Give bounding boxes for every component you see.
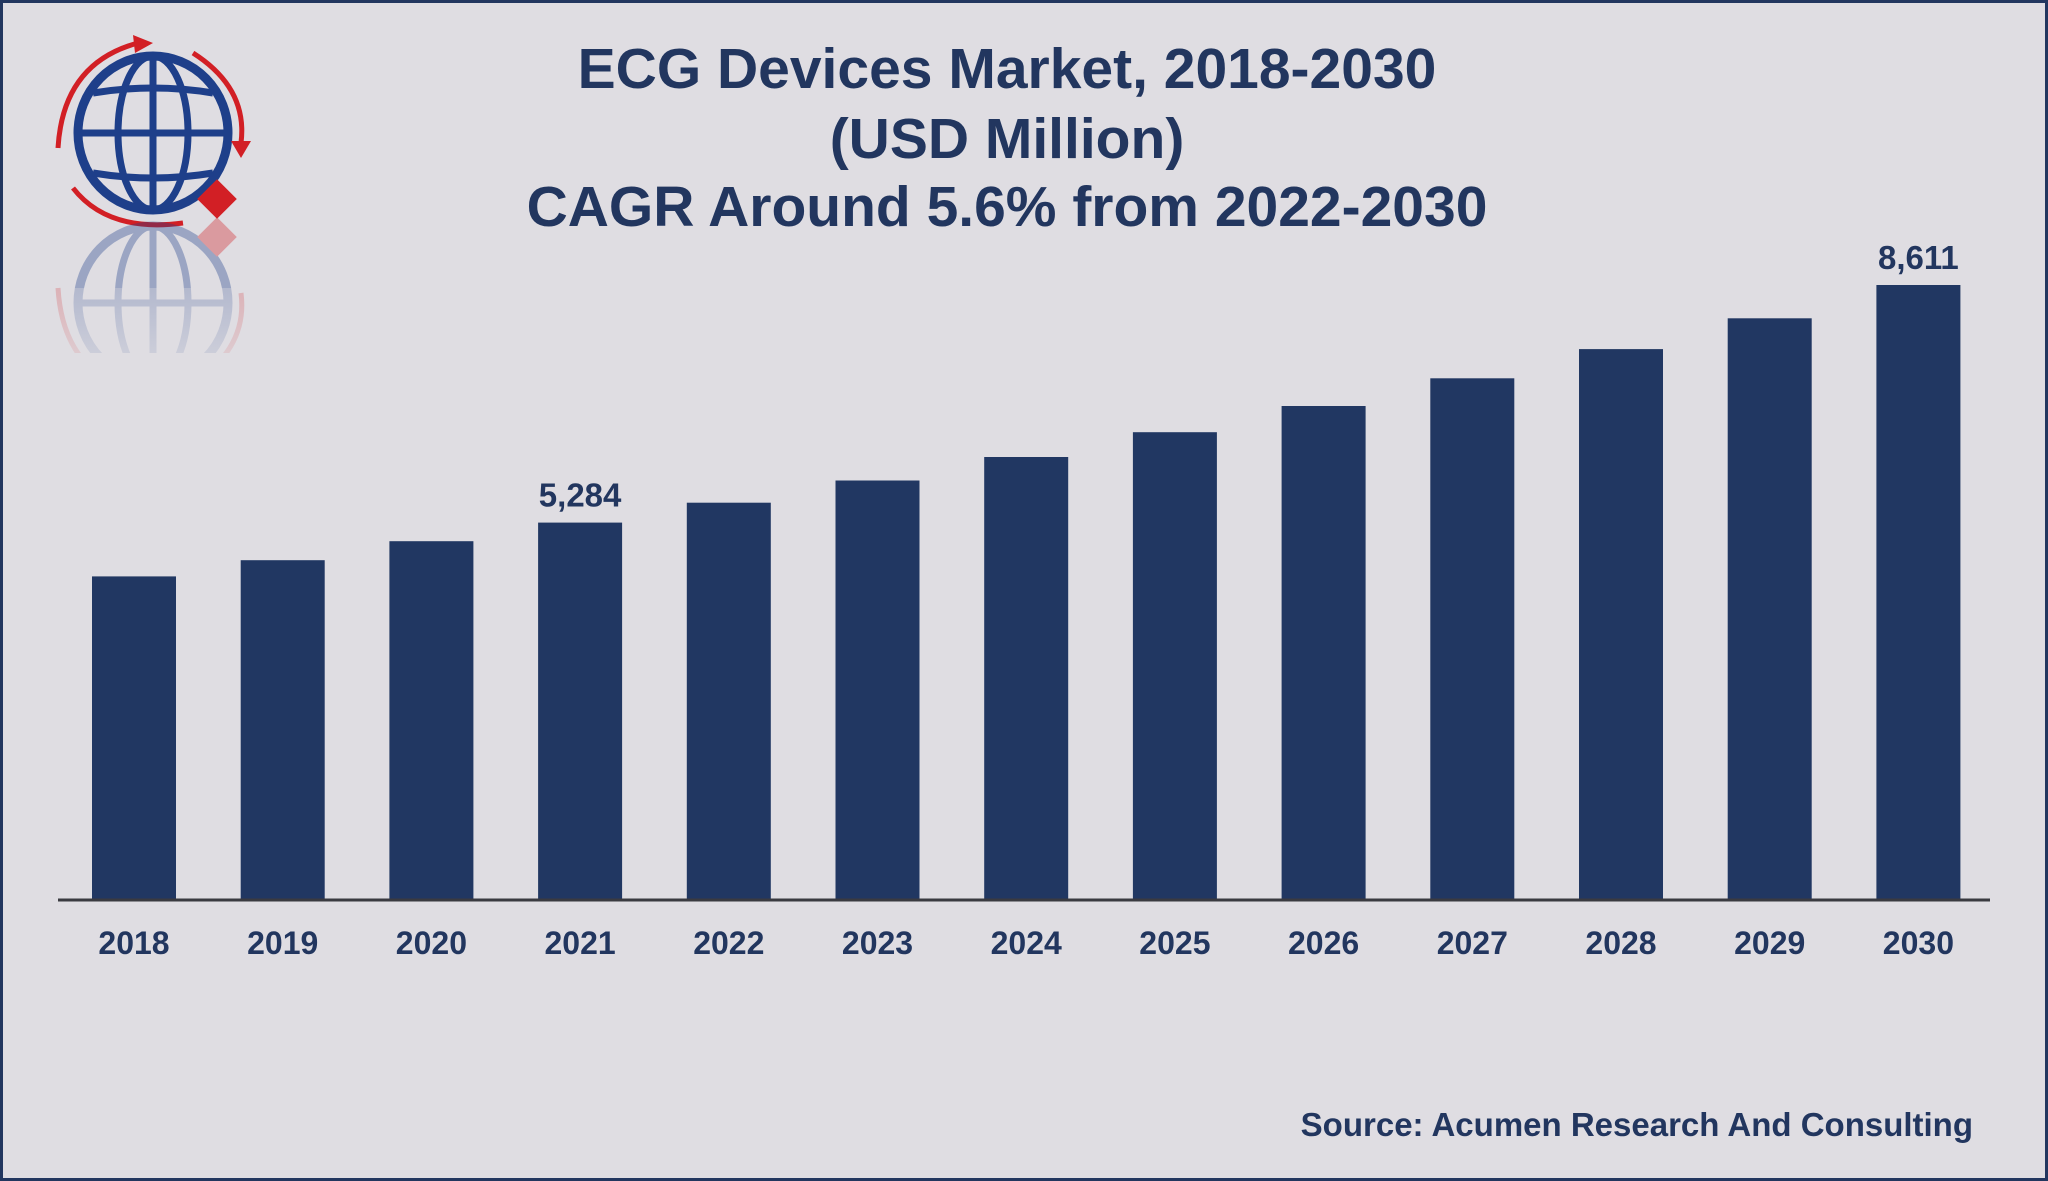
bar-2022 (686, 502, 771, 900)
bar-2018 (92, 576, 176, 900)
chart-title-line-2: (USD Million) (829, 107, 1185, 171)
x-tick-label-2020: 2020 (396, 925, 467, 961)
bar-2020 (389, 541, 474, 900)
bar-2028 (1579, 349, 1663, 901)
bar-2021 (538, 522, 623, 900)
x-tick-label-2022: 2022 (693, 925, 764, 961)
bar-2026 (1281, 406, 1366, 900)
bar-2030 (1876, 285, 1961, 900)
x-tick-label-2021: 2021 (545, 925, 616, 961)
bar-2029 (1727, 318, 1812, 900)
x-tick-label-2024: 2024 (991, 925, 1062, 961)
x-tick-label-2030: 2030 (1883, 925, 1954, 961)
bar-2023 (835, 480, 920, 900)
x-tick-label-2018: 2018 (98, 925, 169, 961)
chart-title-line-1: ECG Devices Market, 2018-2030 (577, 37, 1437, 101)
x-tick-label-2027: 2027 (1437, 925, 1508, 961)
x-tick-label-2023: 2023 (842, 925, 913, 961)
x-tick-label-2028: 2028 (1585, 925, 1656, 961)
source-note: Source: Acumen Research And Consulting (1300, 1106, 1973, 1143)
data-label-2021: 5,284 (539, 477, 622, 514)
x-tick-label-2019: 2019 (247, 925, 318, 961)
x-tick-label-2029: 2029 (1734, 925, 1805, 961)
bar-2027 (1430, 378, 1515, 900)
globe-logo-icon (53, 33, 253, 408)
x-tick-label-2025: 2025 (1139, 925, 1210, 961)
data-labels-group: 5,284 8,611 (539, 239, 1959, 514)
x-tick-labels-group: 2018 2019 2020 2021 2022 2023 2024 2025 2026 2027… (98, 925, 1954, 961)
bar-2025 (1132, 432, 1217, 900)
bars-group (92, 285, 1961, 901)
bar-2024 (984, 457, 1069, 900)
x-tick-label-2026: 2026 (1288, 925, 1359, 961)
chart-title-line-3: CAGR Around 5.6% from 2022-2030 (526, 175, 1488, 239)
data-label-2030: 8,611 (1878, 239, 1959, 276)
bar-2019 (240, 560, 325, 900)
